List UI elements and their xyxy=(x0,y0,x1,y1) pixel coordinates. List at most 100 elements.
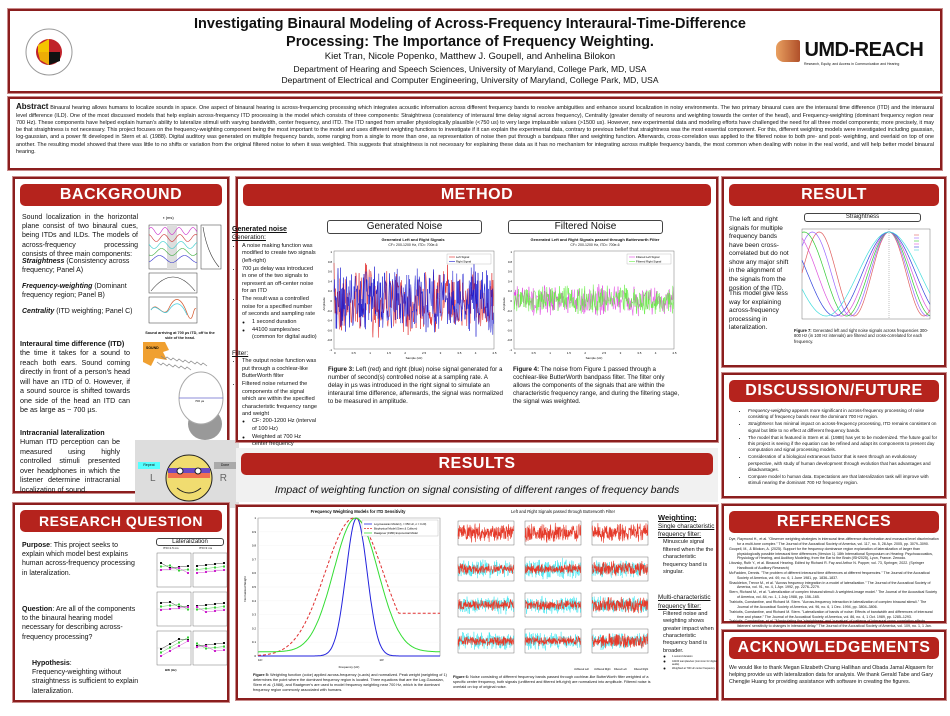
x-tick-label: 4 xyxy=(475,351,477,355)
caption-label: Figure 3: xyxy=(328,366,355,373)
lateralization-gui-figure: Repeat Done L R xyxy=(135,440,239,508)
generated-noise-title-box: Generated Noise xyxy=(327,220,482,234)
filtered-trace xyxy=(591,523,648,543)
results-panel: Frequency Weighting Models for ITD Sensi… xyxy=(236,505,718,700)
references-panel: REFERENCES Dye, Raymond H., et al. "Obse… xyxy=(722,504,946,633)
filter-subitem: Weighted at 700 Hz center frequency xyxy=(252,434,317,449)
filtered-trace xyxy=(457,523,514,543)
logo-subtitle: Research, Equity, and Access in Communic… xyxy=(804,62,900,66)
x-tick-label: 1 xyxy=(369,351,371,355)
x-tick-label: 1 xyxy=(549,351,551,355)
generation-item: The result was a controlled noise for a … xyxy=(242,296,316,318)
biophysical-curve xyxy=(258,517,440,656)
term: Centrality xyxy=(22,308,55,315)
correlation-curve xyxy=(801,231,931,317)
text: The model that is featured in Stern et a… xyxy=(748,434,938,453)
bw-axis-label: BW (Hz) xyxy=(165,668,177,672)
single-filter-heading: Single characteristic frequency filter: xyxy=(658,522,715,539)
generated-noise-heading: Generated noise xyxy=(232,226,287,233)
caption-label: Figure 5: xyxy=(253,673,270,677)
legend-box xyxy=(626,253,672,265)
umd-reach-logo: UMD-REACH Research, Equity, and Access i… xyxy=(776,39,926,66)
discussion-panel: DISCUSSION/FUTURE Frequency-weighting ap… xyxy=(722,373,946,498)
y-tick-label: 0 xyxy=(330,299,332,303)
filtered-trace xyxy=(591,596,648,614)
legend-label: Log-Gaussian Model (f₀ = 650 Hz, σ = 0.2… xyxy=(374,522,426,526)
legend-label: Filtered Left Signal xyxy=(636,255,660,259)
x-tick-label: 2 xyxy=(404,351,406,355)
single-filter-text: Minuscule signal filtered when the the c… xyxy=(663,539,714,575)
text: appears more significant in across-frequ… xyxy=(748,408,925,420)
legend-label: Filtered Left xyxy=(614,668,627,671)
umd-seal-logo xyxy=(25,28,73,76)
y-tick-label: 0.3 xyxy=(252,613,257,617)
fig4-title: Generated Left and Right Signals passed … xyxy=(530,237,660,242)
filtered-trace xyxy=(457,599,514,611)
cross-correlation-curve xyxy=(148,241,198,249)
generation-section: Generated noise Generation: A noise maki… xyxy=(232,225,317,450)
y-tick-label: 0.8 xyxy=(508,260,513,264)
caption-label: Figure 7: xyxy=(794,328,812,333)
data-line xyxy=(160,565,189,571)
text: Consideration of a biological extraneous… xyxy=(748,454,931,472)
desc: (Dominant frequency region; Panel B) xyxy=(22,283,127,300)
x-tick-label: 4.5 xyxy=(492,351,497,355)
legend-box xyxy=(361,519,439,537)
y-axis-label: Amplitude xyxy=(502,297,506,311)
filter-item: The output noise function was put throug… xyxy=(242,358,317,380)
data-line xyxy=(160,562,189,569)
weighting-heading: Weighting: xyxy=(658,513,697,522)
cross-correlation-curve xyxy=(148,255,198,263)
y-tick-label: 0.6 xyxy=(252,571,257,575)
method-header: METHOD xyxy=(243,184,711,206)
discussion-item: Frequency-weighting appears more signifi… xyxy=(748,408,938,420)
fig5-title: Frequency Weighting Models for ITD Sensi… xyxy=(310,509,406,514)
fig3-caption: Figure 3: Left (red) and right (blue) no… xyxy=(328,366,503,406)
data-line xyxy=(160,638,189,650)
x-axis-label: Sample (Hz) xyxy=(406,356,423,360)
reference-item: Dye, Raymond H., et al. "Observer weight… xyxy=(729,537,939,546)
y-tick-label: 0.8 xyxy=(252,544,257,548)
done-button: Done xyxy=(214,462,236,469)
legend-label: Unfiltered Right xyxy=(594,668,611,671)
fig5-weighting-plot: 0 0.1 0.2 0.3 0.4 0.5 0.6 0.7 0.8 0.9 1 10² 10³ Frequ… xyxy=(243,516,441,669)
background-header: BACKGROUND xyxy=(20,184,222,206)
filtered-trace xyxy=(524,599,581,611)
fig7-cross-correlation-plot xyxy=(801,228,931,320)
fig6-title: Left and Right Signals passed through Bu… xyxy=(510,509,616,514)
straightness-title-box: Straightness xyxy=(804,213,921,222)
discussion-item: Compare model to human data. Expectation… xyxy=(748,474,938,486)
data-line xyxy=(160,601,189,608)
y-tick-label: 1 xyxy=(330,250,332,254)
desc: (Consistency across frequency; Panel A) xyxy=(22,258,130,275)
fig5-caption: Figure 5: Weighting function (color) app… xyxy=(253,673,448,693)
fig3-generated-noise-plot: 10.80.60.40.20-0.2-0.4-0.6-0.8-10 0.5 1 1.5… xyxy=(322,250,497,360)
lateralization-heading: Intracranial lateralization xyxy=(20,428,105,437)
caption-text: Noise consisting of different frequency … xyxy=(453,675,651,689)
discussion-item: The model that is featured in Stern et a… xyxy=(748,435,938,454)
data-line xyxy=(160,604,189,610)
filter-subheading: Filter: xyxy=(232,349,249,357)
discussion-item: Consideration of a biological extraneous… xyxy=(748,454,938,473)
x-tick-label: 10² xyxy=(258,658,262,662)
x-tick-label: 1.5 xyxy=(567,351,572,355)
y-tick-label: 0.9 xyxy=(252,530,257,534)
legend-label: Unfiltered Left xyxy=(574,668,589,671)
reference-item: Trahiotis, Constantine, and Richard M. S… xyxy=(729,599,927,609)
x-tick-label: 3 xyxy=(440,351,442,355)
abstract-label: Abstract xyxy=(16,102,49,111)
x-tick-label: 0.5 xyxy=(532,351,537,355)
desc: (ITD weighting; Panel C) xyxy=(54,308,133,315)
correlation-curve xyxy=(801,231,931,317)
x-axis-label: Sample (Hz) xyxy=(586,356,603,360)
itd-head-diagram: SOUND 700 µs xyxy=(143,342,224,440)
term: Frequency-weighting xyxy=(22,283,93,290)
filtered-trace xyxy=(524,635,581,647)
itd-figure-caption: Sound arriving at 700 µs ITD, off to the… xyxy=(145,331,215,340)
data-line xyxy=(196,606,225,613)
background-intro: Sound localization in the horizontal pla… xyxy=(22,214,138,258)
lateralization-data-figure xyxy=(156,552,228,666)
col-title: ITD=3 ms xyxy=(199,546,213,550)
y-tick-label: -0.4 xyxy=(507,319,513,323)
label: Question xyxy=(22,606,53,613)
